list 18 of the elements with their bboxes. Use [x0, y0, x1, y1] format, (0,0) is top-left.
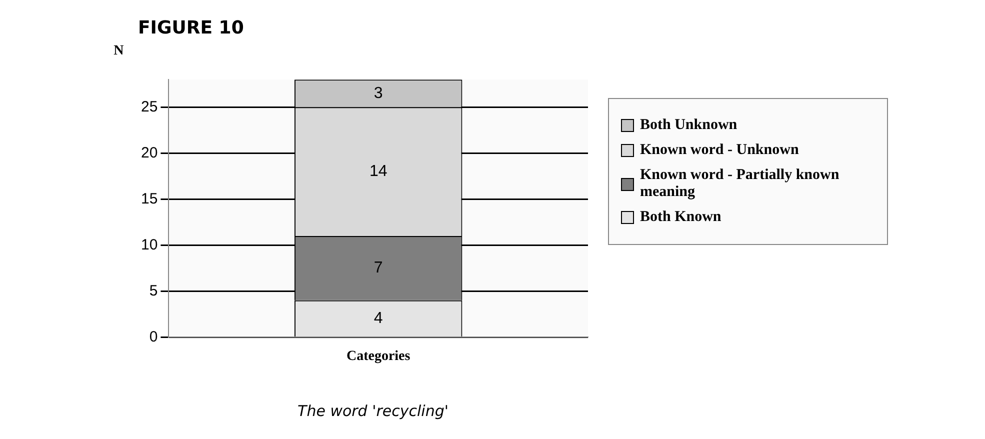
chart-title: FIGURE 10	[138, 17, 244, 38]
legend-label: Both Unknown	[640, 117, 738, 134]
text: The word 'recycling'	[298, 402, 448, 420]
legend-label: Known word - Partially known meaning	[640, 167, 840, 201]
data-label: 4	[374, 310, 383, 327]
legend-label: Known word - Unknown	[640, 142, 800, 159]
y-tick-label: 15	[140, 190, 158, 208]
legend-label: Both Known	[640, 209, 722, 226]
y-axis-title: N	[114, 44, 124, 59]
data-label: 14	[369, 163, 388, 180]
data-label: 7	[374, 260, 383, 277]
data-label: 3	[374, 84, 383, 102]
y-tick-label: 25	[140, 98, 158, 116]
x-tick-label: Categories	[346, 349, 411, 364]
y-tick-label: 5	[149, 282, 158, 300]
y-tick-label: 20	[140, 144, 158, 162]
y-tick-label: 0	[149, 328, 158, 346]
y-tick-label: 10	[140, 236, 158, 254]
